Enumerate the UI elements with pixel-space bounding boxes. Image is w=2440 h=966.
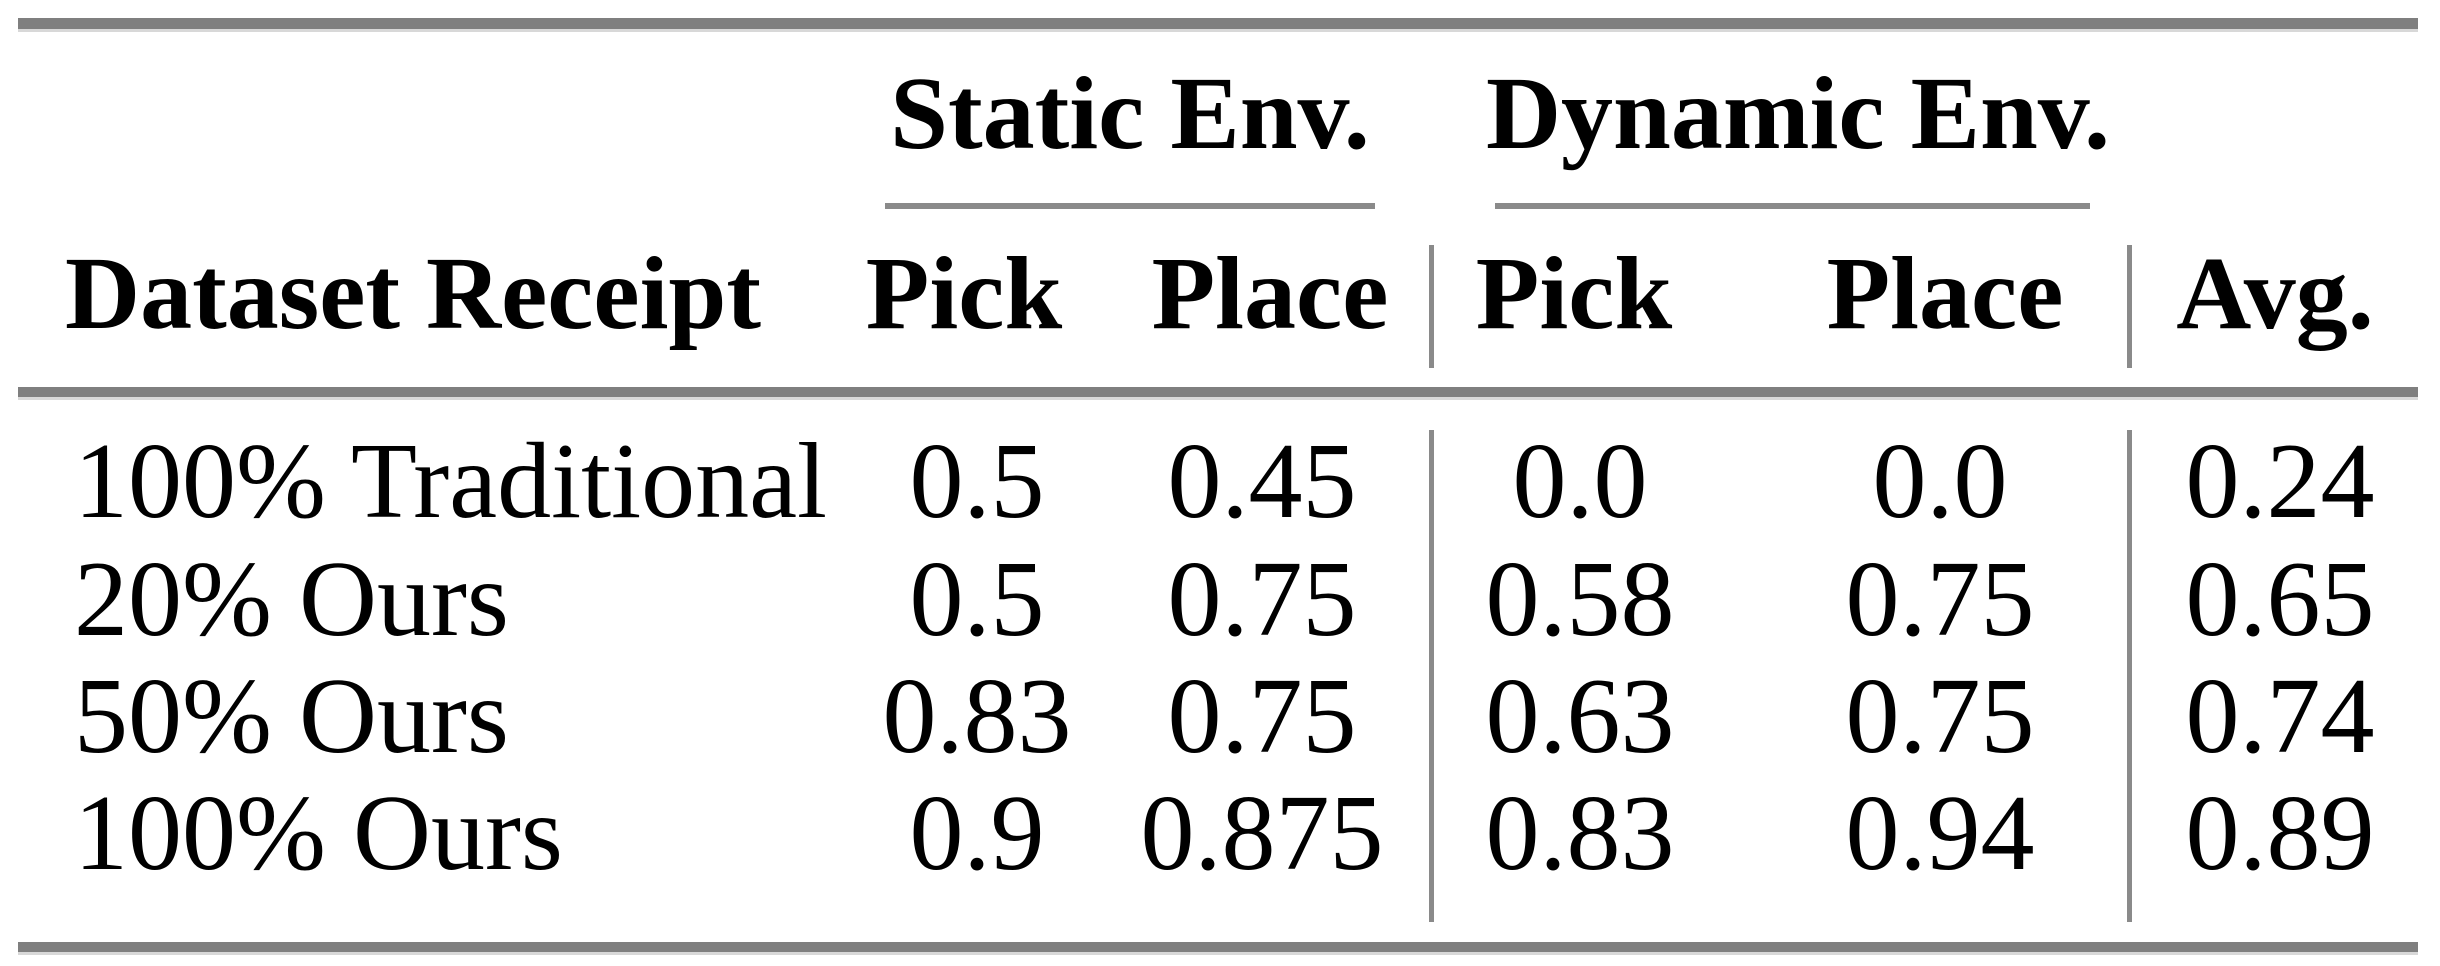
table-cell-dynamic-place: 0.94 [1845, 774, 2035, 893]
column-separator-avg-body [2127, 430, 2132, 922]
column-separator-dynamic-body [1429, 430, 1434, 922]
row-label: 100% Ours [74, 774, 563, 893]
table-cell-static-pick: 0.5 [909, 540, 1045, 659]
row-label: 100% Traditional [74, 422, 828, 541]
column-header-dynamic-pick: Pick [1475, 236, 1673, 351]
column-header-static-place: Place [1151, 236, 1389, 351]
column-header-static-pick: Pick [865, 236, 1063, 351]
table-cell-dynamic-pick: 0.63 [1485, 657, 1675, 776]
table-cell-static-pick: 0.9 [909, 774, 1045, 893]
table-cell-dynamic-place: 0.0 [1872, 422, 2008, 541]
table-cell-static-pick: 0.5 [909, 422, 1045, 541]
table-cell-dynamic-pick: 0.83 [1485, 774, 1675, 893]
table-cell-dynamic-pick: 0.58 [1485, 540, 1675, 659]
column-header-avg: Avg. [2176, 236, 2374, 351]
table-cell-static-place: 0.875 [1140, 774, 1384, 893]
table-cell-static-place: 0.75 [1167, 540, 1357, 659]
column-header-dynamic-place: Place [1826, 236, 2064, 351]
group-header-dynamic-env: Dynamic Env. [1485, 56, 2111, 171]
group-header-static-env: Static Env. [890, 56, 1370, 171]
table-cell-avg: 0.89 [2185, 774, 2375, 893]
table-cell-avg: 0.65 [2185, 540, 2375, 659]
table-cell-avg: 0.24 [2185, 422, 2375, 541]
table-cell-dynamic-place: 0.75 [1845, 657, 2035, 776]
bottom-rule [18, 942, 2418, 952]
column-header-dataset-receipt: Dataset Receipt [65, 236, 761, 351]
dynamic-env-underline [1495, 203, 2090, 209]
column-separator-avg-header [2127, 245, 2132, 368]
table-cell-avg: 0.74 [2185, 657, 2375, 776]
table-cell-dynamic-place: 0.75 [1845, 540, 2035, 659]
row-label: 20% Ours [74, 540, 509, 659]
table-cell-static-place: 0.45 [1167, 422, 1357, 541]
row-label: 50% Ours [74, 657, 509, 776]
top-rule [18, 18, 2418, 29]
header-rule [18, 387, 2418, 397]
table-cell-dynamic-pick: 0.0 [1512, 422, 1648, 541]
table-cell-static-pick: 0.83 [882, 657, 1072, 776]
column-separator-dynamic-header [1429, 245, 1434, 368]
static-env-underline [885, 203, 1375, 209]
table-cell-static-place: 0.75 [1167, 657, 1357, 776]
